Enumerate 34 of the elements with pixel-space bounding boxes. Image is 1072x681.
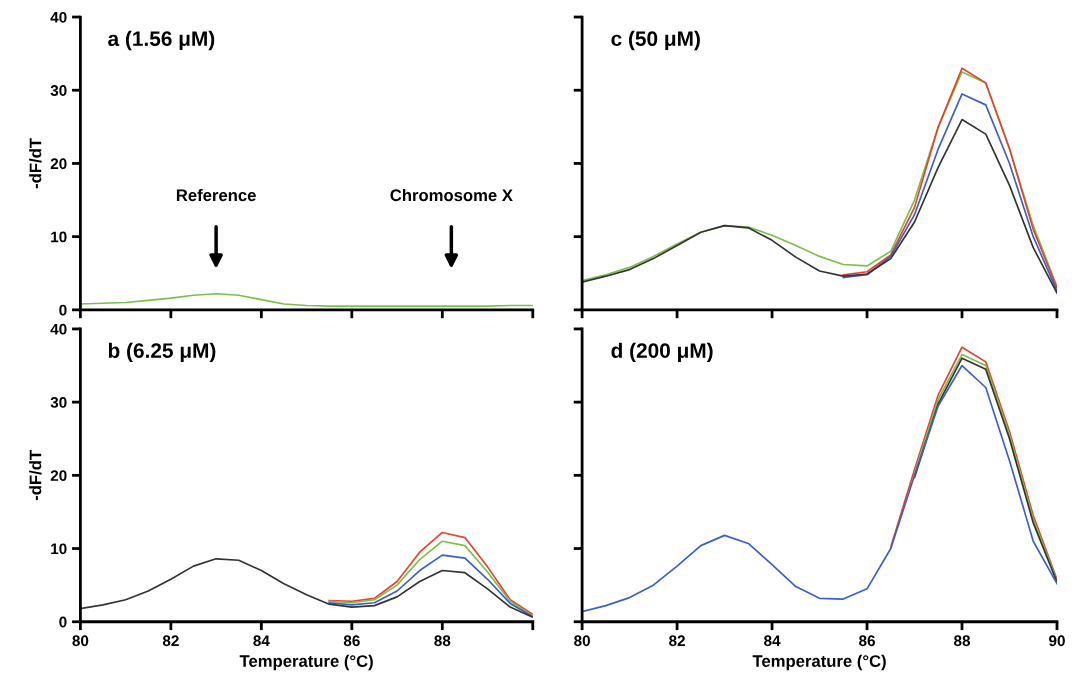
text: c (50 μM) bbox=[611, 30, 700, 51]
x-tick-label: 90 bbox=[1049, 635, 1065, 647]
y-tick-label: 30 bbox=[50, 85, 67, 96]
x-axis-title: Temperature (°C) bbox=[752, 654, 886, 671]
x-axis-title: Temperature (°C) bbox=[239, 654, 373, 671]
y-tick-label: 10 bbox=[51, 543, 67, 555]
y-tick-label: 40 bbox=[50, 11, 67, 23]
x-tick-label: 88 bbox=[954, 635, 971, 647]
x-tick-label: 86 bbox=[859, 635, 875, 647]
y-tick-label: 20 bbox=[50, 470, 67, 482]
y-tick-label: 30 bbox=[50, 397, 67, 408]
y-axis-title: -dF/dT bbox=[29, 138, 42, 189]
x-tick-label: 82 bbox=[162, 635, 179, 647]
y-axis-title: -dF/dT bbox=[29, 450, 42, 501]
x-tick-label: 88 bbox=[434, 635, 451, 647]
y-tick-label: 10 bbox=[51, 231, 67, 243]
line-series bbox=[328, 554, 533, 618]
x-tick-label: 84 bbox=[764, 635, 781, 647]
y-tick-label: 0 bbox=[59, 616, 67, 628]
x-tick-label: 80 bbox=[574, 635, 590, 647]
x-tick-label: 80 bbox=[72, 635, 89, 647]
x-tick-label: 84 bbox=[253, 635, 270, 647]
x-tick-label: 82 bbox=[669, 635, 685, 647]
y-tick-label: 0 bbox=[59, 304, 67, 316]
text: a (1.56 μM) bbox=[108, 30, 215, 51]
line-series bbox=[80, 557, 533, 619]
line-series bbox=[80, 292, 533, 308]
y-tick-label: 20 bbox=[50, 158, 67, 170]
x-tick-label: 86 bbox=[343, 635, 360, 647]
text: b (6.25 μM) bbox=[108, 342, 216, 363]
annotation: Reference bbox=[176, 188, 256, 202]
annotation: Chromosome X bbox=[390, 188, 513, 202]
text: d (200 μM) bbox=[611, 342, 713, 363]
y-tick-label: 40 bbox=[50, 323, 67, 335]
